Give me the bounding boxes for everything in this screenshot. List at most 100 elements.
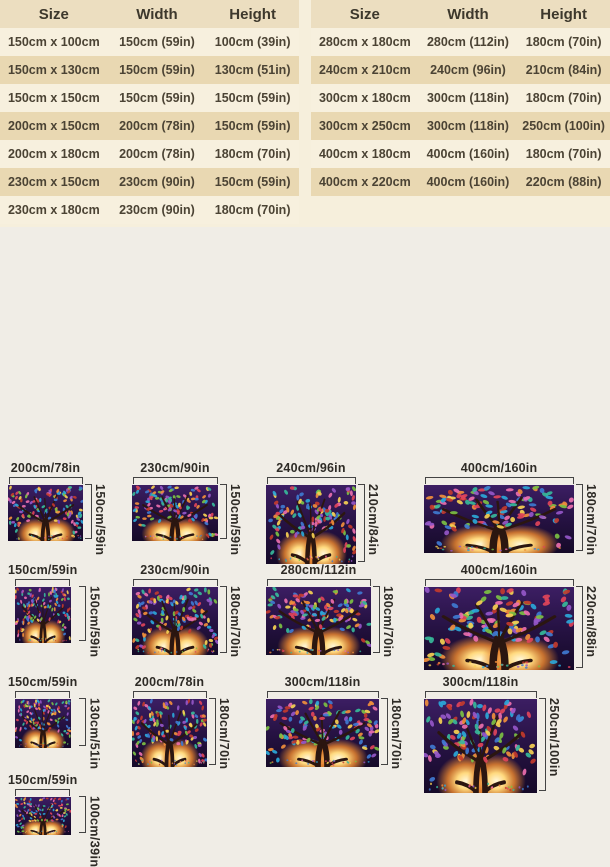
table-cell: 130cm (51in): [214, 63, 291, 77]
table-cell: 200cm x 180cm: [7, 147, 100, 161]
table-cell: 220cm (88in): [525, 175, 602, 189]
width-dimension-label: 400cm/160in: [460, 461, 538, 475]
width-dimension-label: 150cm/59in: [8, 773, 78, 787]
width-bracket-line: [132, 691, 207, 698]
size-figure: 230cm/90in 180cm/70in: [132, 563, 243, 658]
table-cell: 150cm (59in): [119, 63, 195, 77]
height-dimension-label: 130cm/51in: [87, 698, 102, 770]
table-cell: 230cm x 180cm: [7, 203, 100, 217]
height-bracket-line: [358, 484, 365, 562]
tree-of-life-tapestry-image: [424, 587, 574, 670]
tree-of-life-tapestry-image: [132, 485, 218, 541]
table-cell: 240cm x 210cm: [318, 63, 411, 77]
size-table-left: Size Width Height 150cm x 100cm 150cm (59in)…: [0, 0, 299, 224]
table-cell: 200cm (78in): [119, 119, 195, 133]
table-cell: 150cm (59in): [119, 91, 195, 105]
table-header-cell: Width: [136, 5, 178, 23]
table-cell: 300cm x 180cm: [318, 91, 411, 105]
tree-of-life-tapestry-image: [424, 485, 574, 553]
tree-of-life-tapestry-image: [132, 699, 207, 767]
width-bracket-line: [266, 691, 379, 698]
width-bracket-line: [15, 789, 71, 796]
table-cell: 400cm (160in): [426, 175, 510, 189]
width-dimension-label: 300cm/118in: [442, 675, 519, 689]
height-dimension-label: 150cm/59in: [228, 484, 243, 556]
table-cell: 150cm (59in): [214, 119, 291, 133]
height-bracket-line: [220, 484, 227, 539]
width-dimension-label: 200cm/78in: [10, 461, 81, 475]
height-dimension-label: 220cm/88in: [584, 586, 599, 658]
height-dimension-label: 250cm/100in: [547, 698, 562, 777]
table-row: 280cm x 180cm 280cm (112in) 180cm (70in): [311, 28, 610, 56]
table-cell: 400cm x 180cm: [318, 147, 411, 161]
width-dimension-label: 200cm/78in: [134, 675, 205, 689]
table-header-cell: Width: [447, 5, 489, 23]
table-cell: 150cm x 150cm: [7, 91, 100, 105]
table-cell: 280cm x 180cm: [318, 35, 411, 49]
table-row: 240cm x 210cm 240cm (96in) 210cm (84in): [311, 56, 610, 84]
table-header-cell: Height: [540, 5, 587, 23]
table-row: 400cm x 220cm 400cm (160in) 220cm (88in): [311, 168, 610, 196]
width-bracket-line: [266, 579, 371, 586]
table-row: 400cm x 180cm 400cm (160in) 180cm (70in): [311, 140, 610, 168]
table-row: 150cm x 150cm 150cm (59in) 150cm (59in): [0, 84, 299, 112]
table-row: 300cm x 180cm 300cm (118in) 180cm (70in): [311, 84, 610, 112]
size-tables-section: Size Width Height 150cm x 100cm 150cm (59in)…: [0, 0, 610, 227]
table-cell: 180cm (70in): [214, 147, 291, 161]
table-cell: 180cm (70in): [525, 147, 602, 161]
size-figure: 200cm/78in 180cm/70in: [132, 675, 231, 769]
table-cell: 150cm (59in): [119, 35, 195, 49]
table-cell: 200cm (78in): [119, 147, 195, 161]
tree-of-life-tapestry-image: [8, 485, 83, 541]
table-cell: 250cm (100in): [522, 119, 605, 133]
height-bracket-line: [373, 586, 380, 653]
table-header-cell: Size: [349, 5, 380, 23]
width-bracket-line: [424, 579, 574, 586]
tree-of-life-tapestry-image: [14, 797, 71, 835]
width-dimension-label: 230cm/90in: [140, 563, 210, 577]
table-cell: 300cm (118in): [426, 91, 509, 105]
table-cell: 150cm x 130cm: [7, 63, 100, 77]
table-row: 150cm x 130cm 150cm (59in) 130cm (51in): [0, 56, 299, 84]
table-cell: 300cm x 250cm: [318, 119, 411, 133]
table-header-cell: Size: [38, 5, 69, 23]
height-bracket-line: [85, 484, 92, 539]
table-row: 230cm x 150cm 230cm (90in) 150cm (59in): [0, 168, 299, 196]
table-cell: 210cm (84in): [525, 63, 602, 77]
table-cell: 150cm x 100cm: [7, 35, 100, 49]
width-dimension-label: 300cm/118in: [284, 675, 361, 689]
width-bracket-line: [132, 477, 218, 484]
size-figure: 400cm/160in 180cm/70in: [424, 461, 598, 555]
table-cell: 200cm x 150cm: [7, 119, 100, 133]
tree-of-life-tapestry-image: [266, 699, 379, 767]
height-bracket-line: [79, 586, 87, 641]
height-bracket-line: [209, 698, 216, 765]
width-dimension-label: 240cm/96in: [276, 461, 346, 475]
height-dimension-label: 100cm/39in: [87, 796, 102, 867]
height-dimension-label: 180cm/70in: [228, 586, 243, 658]
table-row: 150cm x 100cm 150cm (59in) 100cm (39in): [0, 28, 299, 56]
table-cell: 230cm (90in): [119, 175, 195, 189]
table-header-row: Size Width Height: [0, 0, 299, 28]
height-bracket-line: [79, 796, 87, 833]
tree-of-life-tapestry-image: [14, 587, 71, 643]
table-row: 200cm x 180cm 200cm (78in) 180cm (70in): [0, 140, 299, 168]
width-bracket-line: [8, 477, 83, 484]
tree-of-life-tapestry-image: [266, 485, 356, 564]
size-table-right: Size Width Height 280cm x 180cm 280cm (112in…: [311, 0, 610, 196]
table-row: 300cm x 250cm 300cm (118in) 250cm (100in): [311, 112, 610, 140]
tree-of-life-tapestry-image: [266, 587, 371, 655]
height-dimension-label: 210cm/84in: [366, 484, 381, 556]
table-cell: 230cm (90in): [119, 203, 195, 217]
table-cell: 230cm x 150cm: [7, 175, 100, 189]
width-dimension-label: 230cm/90in: [140, 461, 210, 475]
height-bracket-line: [220, 586, 227, 653]
width-dimension-label: 400cm/160in: [460, 563, 538, 577]
height-dimension-label: 150cm/59in: [93, 484, 108, 556]
table-cell: 180cm (70in): [525, 91, 602, 105]
height-dimension-label: 180cm/70in: [381, 586, 396, 658]
table-cell: 240cm (96in): [430, 63, 506, 77]
height-dimension-label: 180cm/70in: [389, 698, 404, 770]
width-dimension-label: 280cm/112in: [280, 563, 357, 577]
table-cell: 100cm (39in): [214, 35, 291, 49]
